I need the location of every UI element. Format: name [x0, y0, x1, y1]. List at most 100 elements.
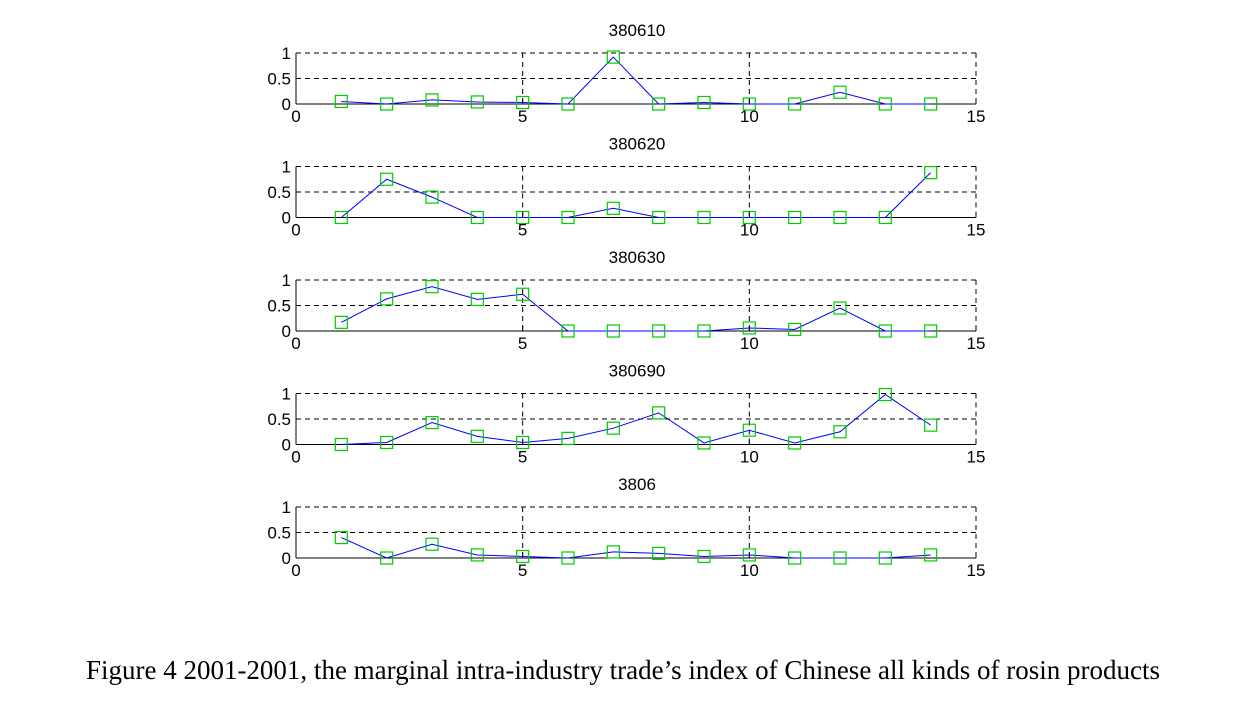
data-point [470, 210, 484, 225]
data-point [697, 549, 711, 564]
data-point [470, 429, 484, 443]
x-tick-label: 15 [967, 448, 986, 467]
data-point [878, 324, 892, 338]
data-point [380, 172, 394, 186]
data-point [788, 436, 802, 450]
x-tick-label: 10 [740, 334, 759, 353]
data-point [516, 549, 530, 564]
data-point [516, 287, 530, 301]
x-tick-label: 15 [967, 334, 986, 353]
x-tick-label: 5 [518, 561, 527, 580]
data-point [833, 85, 847, 99]
x-tick-label: 5 [518, 221, 527, 240]
x-tick-label: 10 [740, 221, 759, 240]
data-point [470, 548, 484, 562]
data-point [924, 97, 938, 111]
data-point [516, 95, 530, 110]
y-tick-label: 0.5 [267, 524, 291, 543]
data-point [425, 280, 439, 294]
y-tick-label: 0 [282, 95, 291, 114]
data-point [742, 210, 756, 225]
data-point [606, 324, 620, 338]
data-point [742, 321, 756, 335]
panel-title: 380620 [609, 135, 666, 154]
x-tick-label: 15 [967, 561, 986, 580]
y-tick-label: 0 [282, 436, 291, 455]
data-point [652, 406, 666, 420]
panel-title: 380690 [609, 362, 666, 381]
data-point [697, 324, 711, 338]
data-point [833, 551, 847, 565]
data-point [334, 530, 348, 545]
data-point [652, 324, 666, 338]
data-point [878, 387, 892, 402]
series-line [341, 393, 931, 445]
data-point [380, 435, 394, 450]
data-point [516, 210, 530, 225]
y-tick-label: 0.5 [267, 70, 291, 89]
x-tick-label: 0 [291, 334, 300, 353]
data-point [606, 201, 620, 215]
data-point [788, 97, 802, 111]
data-point [561, 324, 575, 338]
x-tick-label: 10 [740, 448, 759, 467]
x-tick-label: 5 [518, 334, 527, 353]
data-point [425, 537, 439, 551]
data-point [878, 97, 892, 111]
x-tick-label: 10 [740, 107, 759, 126]
data-point [833, 210, 847, 225]
figure-caption: Figure 4 2001-2001, the marginal intra-i… [85, 655, 1161, 685]
data-point [652, 210, 666, 225]
data-point [788, 322, 802, 337]
x-tick-label: 0 [291, 221, 300, 240]
data-point [606, 545, 620, 559]
data-point [833, 425, 847, 439]
panel-title: 380610 [609, 21, 666, 40]
data-point [606, 50, 620, 64]
y-tick-label: 0 [282, 209, 291, 228]
data-point [380, 97, 394, 111]
series-line [341, 56, 931, 105]
y-tick-label: 1 [282, 158, 291, 177]
x-tick-label: 0 [291, 448, 300, 467]
y-tick-label: 1 [282, 498, 291, 517]
x-tick-label: 10 [740, 561, 759, 580]
data-point [606, 421, 620, 435]
series-line [341, 172, 932, 218]
x-tick-label: 5 [518, 448, 527, 467]
data-point [924, 324, 938, 338]
data-point [334, 437, 348, 452]
data-point [380, 292, 394, 306]
data-point [470, 95, 484, 109]
data-point [742, 423, 756, 437]
data-point [788, 210, 802, 225]
panel-title: 3806 [618, 475, 656, 494]
data-point [425, 93, 439, 107]
data-point [833, 301, 847, 315]
y-tick-label: 0 [282, 549, 291, 568]
series-line [341, 286, 931, 332]
y-tick-label: 1 [282, 385, 291, 404]
x-tick-label: 0 [291, 561, 300, 580]
series-line [341, 537, 931, 559]
y-tick-label: 0.5 [267, 183, 291, 202]
data-point [425, 415, 439, 430]
data-point [334, 210, 348, 225]
data-point [697, 436, 711, 450]
data-point [561, 551, 575, 565]
data-point [652, 546, 666, 561]
data-point [878, 551, 892, 565]
y-tick-label: 0 [282, 322, 291, 341]
data-point [924, 418, 938, 432]
x-tick-label: 15 [967, 107, 986, 126]
data-point [742, 97, 756, 111]
data-point [788, 551, 802, 565]
data-point [425, 190, 439, 204]
data-point [334, 315, 348, 329]
data-point [380, 551, 394, 565]
data-point [652, 97, 666, 111]
